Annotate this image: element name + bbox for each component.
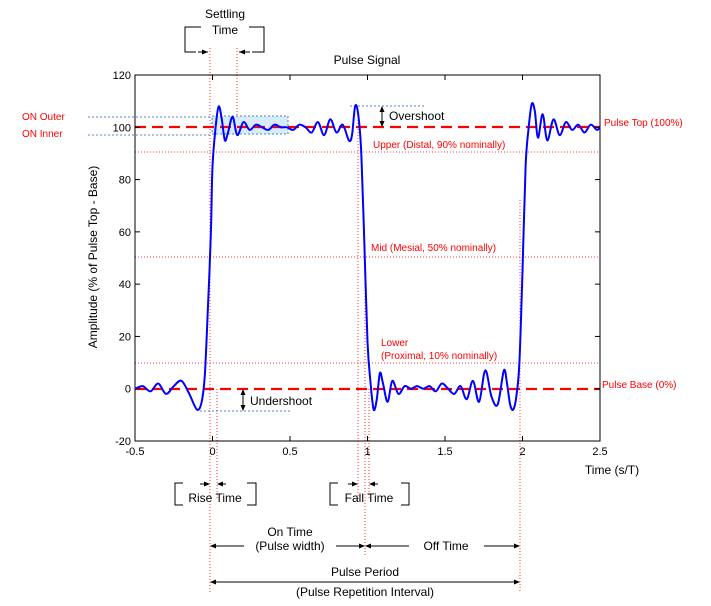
mid-label: Mid (Mesial, 50% nominally) bbox=[371, 243, 496, 254]
lower-label: Lower bbox=[381, 338, 409, 349]
off-time-label: Off Time bbox=[423, 539, 468, 553]
settling-time-label-2: Time bbox=[212, 23, 239, 37]
signal-line bbox=[134, 102, 601, 412]
on-time-label-2: (Pulse width) bbox=[255, 539, 324, 553]
on-outer-label: ON Outer bbox=[22, 112, 65, 123]
x-tick-label: 1 bbox=[364, 446, 370, 458]
y-tick-label: 80 bbox=[119, 175, 131, 187]
y-tick-label: -20 bbox=[115, 436, 131, 448]
chart-title: Pulse Signal bbox=[334, 53, 401, 67]
x-tick-label: 0.5 bbox=[282, 446, 297, 458]
fall-time-annotation bbox=[329, 481, 410, 506]
y-tick-label: 0 bbox=[125, 384, 131, 396]
pulse-period-annotation bbox=[210, 579, 520, 585]
y-tick-label: 60 bbox=[119, 227, 131, 239]
overshoot-annotation bbox=[379, 106, 385, 127]
upper-label: Upper (Distal, 90% nominally) bbox=[373, 140, 505, 151]
on-off-time-annotation bbox=[210, 543, 520, 549]
x-tick-label: -0.5 bbox=[126, 446, 145, 458]
y-tick-label: 100 bbox=[113, 122, 131, 134]
y-tick-label: 40 bbox=[119, 279, 131, 291]
on-inner-label: ON Inner bbox=[22, 129, 63, 140]
x-tick-label: 1.5 bbox=[437, 446, 452, 458]
settling-time-annotation bbox=[184, 26, 265, 55]
x-axis-label: Time (s/T) bbox=[585, 463, 639, 477]
x-axis-ticks: -0.5 0 0.5 1 1.5 2 2.5 bbox=[126, 75, 608, 458]
overshoot-label: Overshoot bbox=[389, 109, 445, 123]
on-time-label-1: On Time bbox=[267, 525, 313, 539]
fall-time-label: Fall Time bbox=[345, 491, 394, 505]
undershoot-annotation bbox=[240, 389, 246, 411]
y-axis-ticks: -20 0 20 40 60 80 100 120 bbox=[113, 70, 600, 448]
blue-level-guides bbox=[88, 105, 425, 412]
rise-time-label: Rise Time bbox=[188, 491, 242, 505]
pulse-period-label-1: Pulse Period bbox=[331, 565, 399, 579]
proximal-label: (Proximal, 10% nominally) bbox=[381, 351, 497, 362]
vertical-guides bbox=[209, 48, 521, 592]
x-tick-label: 2 bbox=[519, 446, 525, 458]
x-tick-label: 2.5 bbox=[592, 446, 607, 458]
y-tick-label: 120 bbox=[113, 70, 131, 82]
rise-time-annotation bbox=[174, 481, 257, 506]
settling-time-label-1: Settling bbox=[205, 7, 245, 21]
pulse-base-label: Pulse Base (0%) bbox=[602, 380, 676, 391]
y-tick-label: 20 bbox=[119, 331, 131, 343]
undershoot-label: Undershoot bbox=[250, 394, 313, 408]
y-axis-label: Amplitude (% of Pulse Top - Base) bbox=[86, 166, 100, 349]
pulse-top-label: Pulse Top (100%) bbox=[604, 118, 683, 129]
pulse-period-label-2: (Pulse Repetition Interval) bbox=[296, 585, 434, 599]
x-tick-label: 0 bbox=[209, 446, 215, 458]
